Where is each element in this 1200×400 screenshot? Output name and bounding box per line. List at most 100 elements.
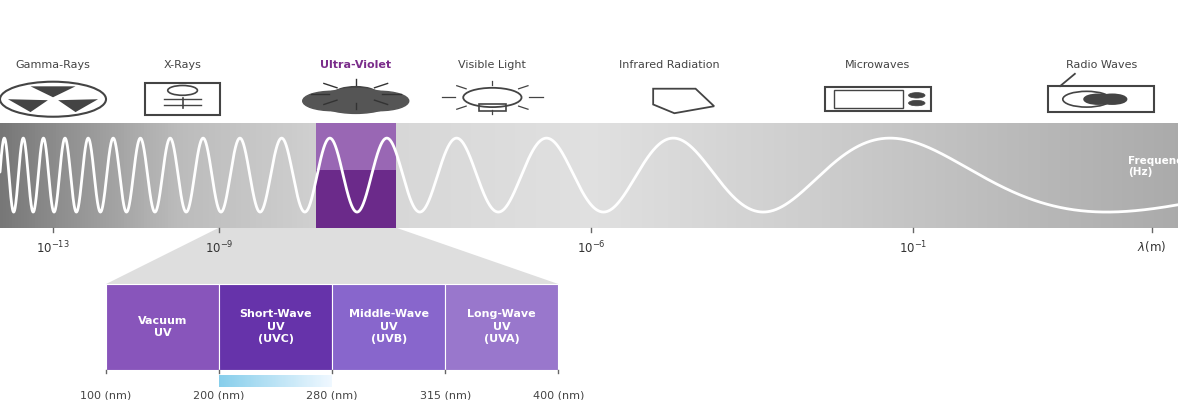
- Bar: [769, 122, 772, 228]
- Bar: [474, 122, 478, 228]
- Bar: [842, 122, 845, 228]
- Bar: [397, 122, 401, 228]
- Text: 315 (nm): 315 (nm): [420, 390, 470, 400]
- Bar: [607, 122, 610, 228]
- Circle shape: [1098, 94, 1127, 104]
- Bar: [283, 122, 286, 228]
- Bar: [634, 122, 636, 228]
- Bar: [38, 122, 41, 228]
- Bar: [557, 122, 559, 228]
- Bar: [245, 122, 247, 228]
- Bar: [292, 122, 294, 228]
- Bar: [486, 122, 488, 228]
- Bar: [877, 122, 881, 228]
- Bar: [674, 122, 677, 228]
- Bar: [286, 122, 288, 228]
- Bar: [960, 122, 962, 228]
- Bar: [206, 122, 209, 228]
- Bar: [344, 122, 348, 228]
- Bar: [324, 122, 326, 228]
- Bar: [580, 122, 583, 228]
- Bar: [132, 122, 136, 228]
- Bar: [182, 122, 186, 228]
- Bar: [686, 122, 689, 228]
- Bar: [112, 122, 115, 228]
- Bar: [1025, 122, 1027, 228]
- Bar: [368, 122, 371, 228]
- Bar: [115, 122, 118, 228]
- Bar: [67, 122, 71, 228]
- Bar: [32, 122, 35, 228]
- Bar: [786, 122, 790, 228]
- Bar: [492, 122, 494, 228]
- Bar: [500, 122, 504, 228]
- Bar: [845, 122, 848, 228]
- Bar: [162, 122, 164, 228]
- Text: X-Rays: X-Rays: [163, 60, 202, 70]
- Bar: [763, 122, 766, 228]
- Bar: [462, 122, 466, 228]
- Bar: [257, 122, 259, 228]
- Bar: [83, 122, 85, 228]
- Bar: [274, 122, 277, 228]
- Bar: [601, 122, 604, 228]
- Bar: [456, 122, 460, 228]
- Bar: [220, 284, 332, 370]
- Bar: [778, 122, 780, 228]
- Bar: [1104, 122, 1108, 228]
- Bar: [298, 122, 300, 228]
- Bar: [138, 122, 142, 228]
- Bar: [454, 122, 456, 228]
- Bar: [689, 122, 692, 228]
- Text: Frequency
(Hz): Frequency (Hz): [1128, 156, 1189, 178]
- Bar: [391, 122, 395, 228]
- Bar: [592, 122, 595, 228]
- Bar: [766, 122, 769, 228]
- Bar: [622, 122, 624, 228]
- Bar: [887, 122, 889, 228]
- Bar: [559, 122, 563, 228]
- Bar: [1069, 122, 1072, 228]
- Bar: [1075, 122, 1078, 228]
- Bar: [650, 122, 654, 228]
- Bar: [701, 122, 704, 228]
- Bar: [751, 122, 754, 228]
- Bar: [164, 122, 168, 228]
- Text: Gamma-Rays: Gamma-Rays: [16, 60, 90, 70]
- Bar: [936, 122, 940, 228]
- Bar: [604, 122, 607, 228]
- Bar: [1110, 122, 1114, 228]
- Bar: [628, 122, 630, 228]
- Bar: [450, 122, 454, 228]
- Bar: [774, 122, 778, 228]
- Bar: [127, 122, 130, 228]
- Bar: [1157, 122, 1160, 228]
- Bar: [624, 122, 628, 228]
- Bar: [928, 122, 930, 228]
- Bar: [709, 122, 713, 228]
- Bar: [916, 122, 919, 228]
- Bar: [672, 122, 674, 228]
- Bar: [930, 122, 934, 228]
- Bar: [818, 122, 822, 228]
- Bar: [91, 122, 95, 228]
- Bar: [142, 122, 144, 228]
- Bar: [748, 122, 751, 228]
- Bar: [374, 122, 377, 228]
- Bar: [1043, 122, 1045, 228]
- Text: $10^{-1}$: $10^{-1}$: [899, 239, 928, 256]
- Bar: [698, 122, 701, 228]
- Bar: [536, 122, 539, 228]
- Bar: [265, 122, 268, 228]
- Bar: [1124, 122, 1128, 228]
- Bar: [176, 122, 180, 228]
- Bar: [962, 122, 966, 228]
- Bar: [828, 122, 830, 228]
- Bar: [1087, 122, 1090, 228]
- Bar: [280, 122, 283, 228]
- Bar: [356, 122, 359, 228]
- Bar: [65, 122, 67, 228]
- Bar: [904, 122, 907, 228]
- Bar: [418, 122, 421, 228]
- Bar: [958, 122, 960, 228]
